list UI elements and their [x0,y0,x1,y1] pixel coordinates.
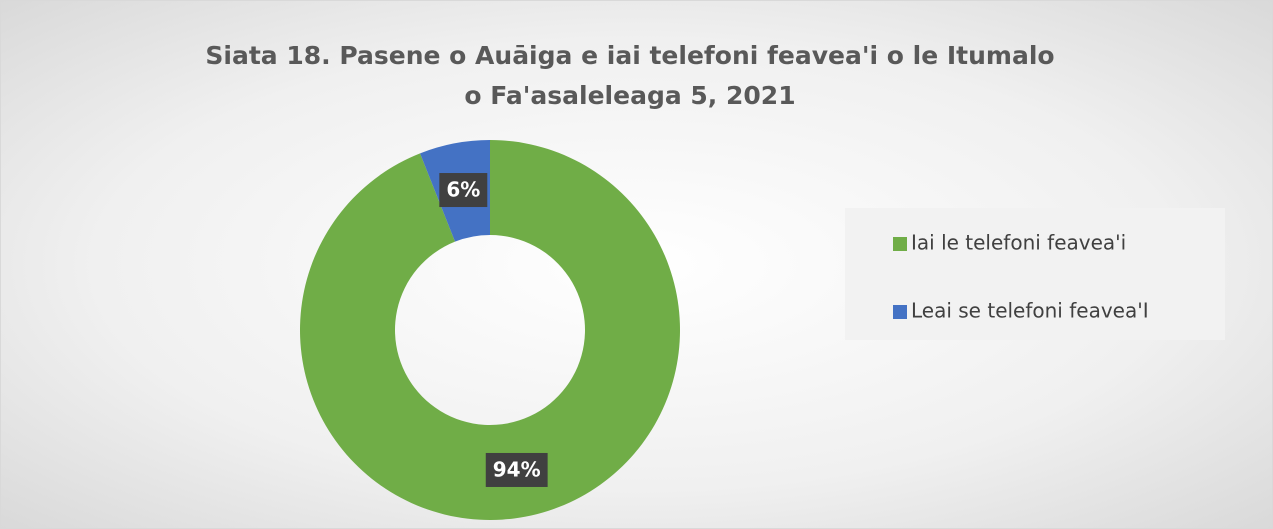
data-label: 6% [446,178,480,202]
data-label-bg [485,452,548,487]
legend-label: Iai le telefoni feavea'i [911,231,1126,255]
legend-swatch [893,237,907,251]
data-label: 94% [493,457,541,481]
legend-label: Leai se telefoni feavea'I [911,299,1149,323]
chart-title: Siata 18. Pasene o Auāiga e iai telefoni… [205,41,1055,110]
legend-box [845,208,1225,340]
legend-swatch [893,305,907,319]
data-label-bg [439,173,488,208]
donut-slice [299,140,680,520]
